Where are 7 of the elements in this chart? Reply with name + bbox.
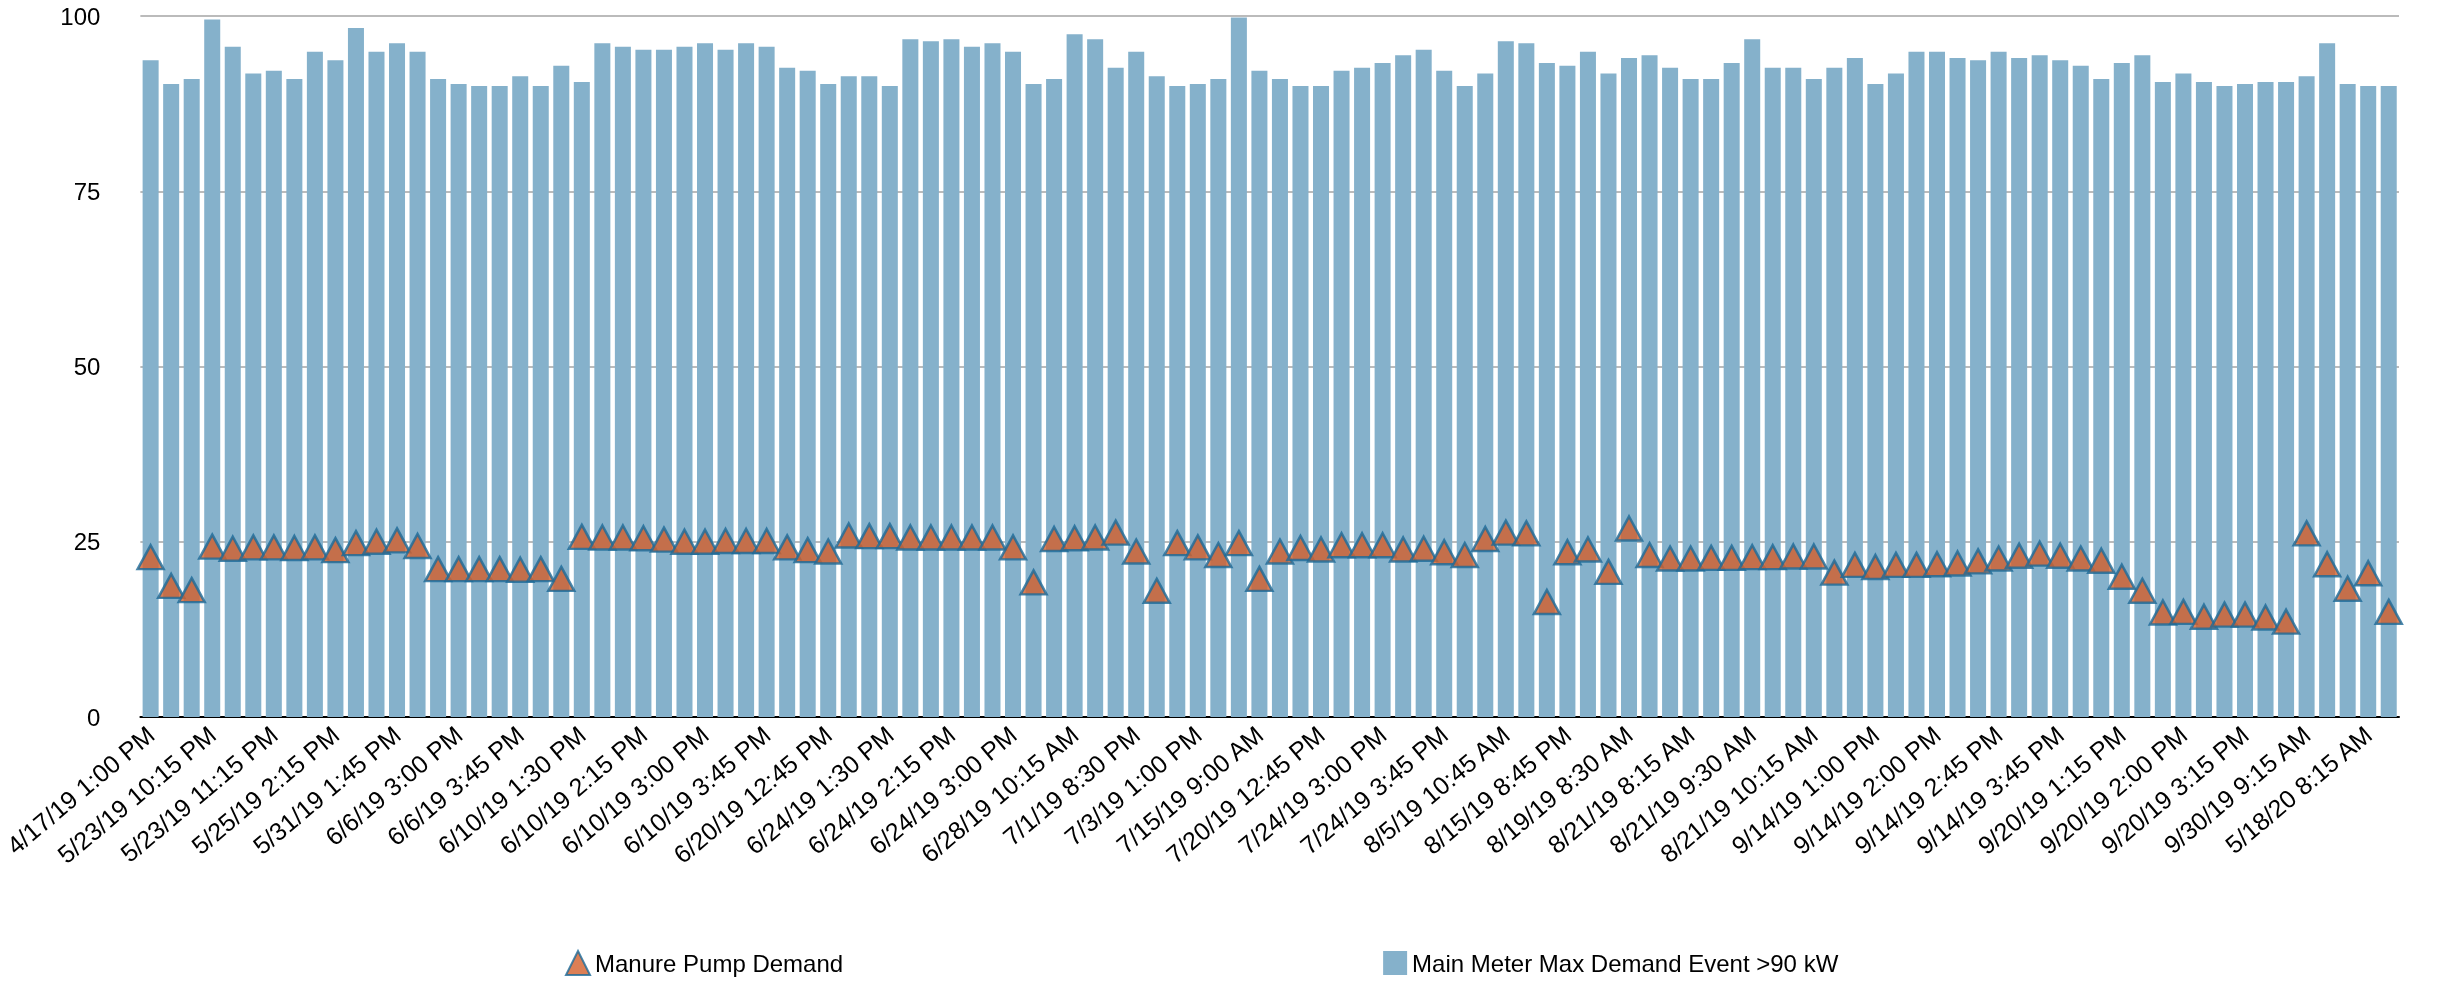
y-tick-label: 0 <box>87 703 101 731</box>
y-tick-label: 75 <box>73 177 101 205</box>
y-tick-label: 25 <box>73 528 101 556</box>
legend-label: Main Meter Max Demand Event >90 kW <box>1412 949 1839 977</box>
y-tick-label: 100 <box>60 2 101 30</box>
y-tick-label: 50 <box>73 353 101 380</box>
legend-label: Manure Pump Demand <box>595 949 844 977</box>
